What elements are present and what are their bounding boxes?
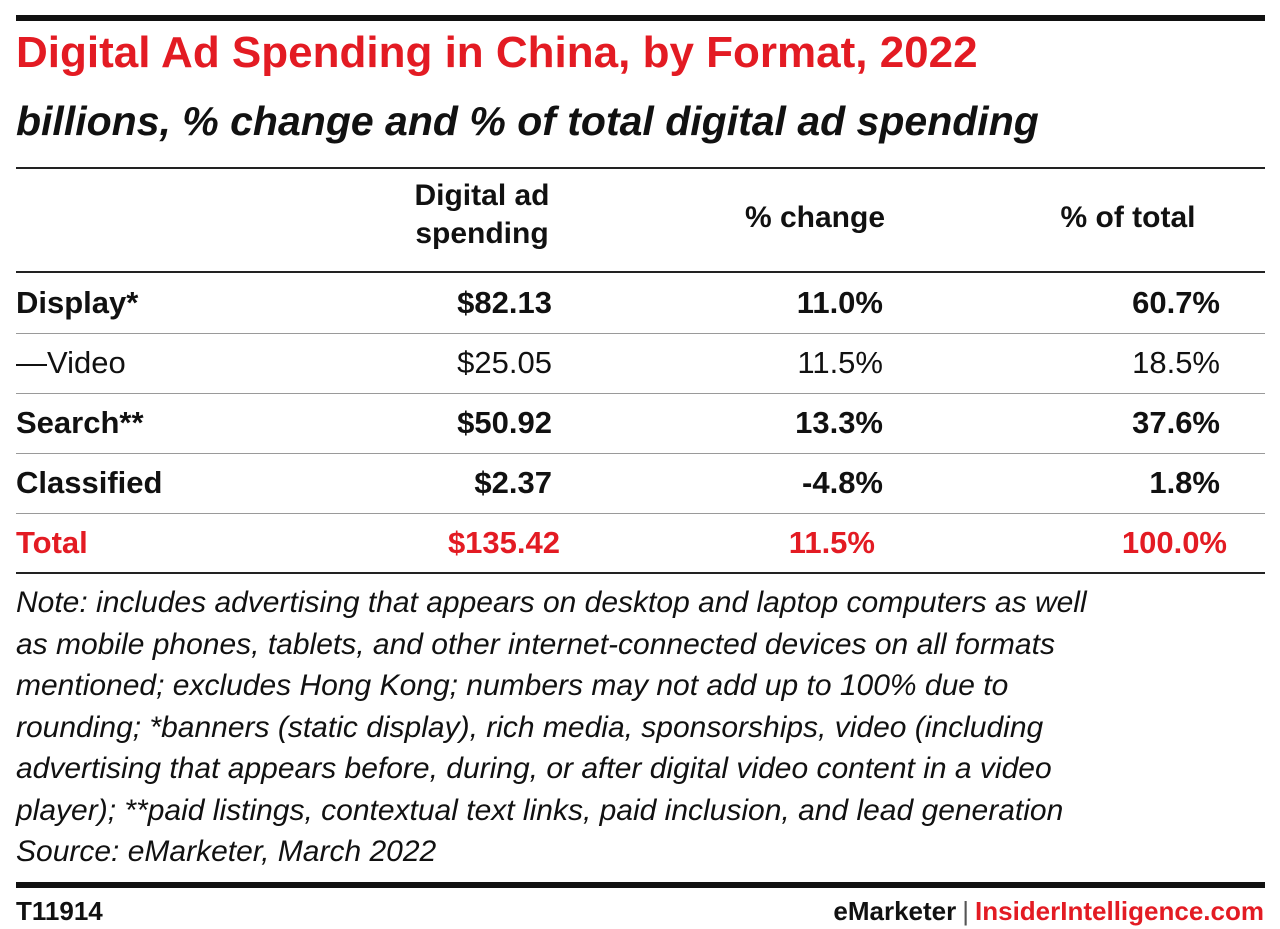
row-label: Total xyxy=(16,525,88,560)
footer-branding: eMarketer | InsiderIntelligence.com xyxy=(833,896,1264,927)
source-line: Source: eMarketer, March 2022 xyxy=(16,835,437,868)
change-value: -4.8% xyxy=(802,465,883,500)
spending-value: $2.37 xyxy=(474,465,552,500)
emarketer-logo-text: eMarketer xyxy=(833,896,957,926)
column-header-share: % of total xyxy=(1060,201,1196,234)
share-value: 1.8% xyxy=(1149,465,1220,500)
note-line: rounding; *banners (static display), ric… xyxy=(16,710,1044,744)
table-row: —Video $25.05 11.5% 18.5% xyxy=(0,333,1280,393)
footer-rule xyxy=(16,882,1265,888)
table-row: Search** $50.92 13.3% 37.6% xyxy=(0,393,1280,453)
note-line: Note: includes advertising that appears … xyxy=(16,586,1087,619)
share-value: 18.5% xyxy=(1132,345,1220,380)
table-row: Classified $2.37 -4.8% 1.8% xyxy=(0,453,1280,513)
row-label: Classified xyxy=(16,465,163,500)
row-divider xyxy=(16,393,1265,394)
spending-value: $82.13 xyxy=(457,285,552,320)
row-label: Display* xyxy=(16,285,139,320)
row-divider xyxy=(16,513,1265,514)
chart-subtitle: billions, % change and % of total digita… xyxy=(16,98,1039,144)
spending-value: $135.42 xyxy=(447,525,560,560)
row-label: Search** xyxy=(16,405,144,440)
share-value: 100.0% xyxy=(1121,525,1227,560)
footnote: Note: includes advertising that appears … xyxy=(16,582,1266,873)
note-line: mentioned; excludes Hong Kong; numbers m… xyxy=(16,669,1009,702)
header-bottom-divider xyxy=(16,271,1265,273)
note-line: as mobile phones, tablets, and other int… xyxy=(16,627,1055,661)
spending-value: $50.92 xyxy=(457,405,552,440)
change-value: 13.3% xyxy=(795,405,883,440)
brand-separator: | xyxy=(962,896,970,926)
share-value: 37.6% xyxy=(1132,405,1220,440)
top-rule xyxy=(16,15,1265,21)
note-line: advertising that appears before, during,… xyxy=(16,752,1052,785)
insider-intelligence-link[interactable]: InsiderIntelligence.com xyxy=(975,896,1264,926)
chart-id: T11914 xyxy=(16,896,103,926)
note-line: player); **paid listings, contextual tex… xyxy=(16,793,1064,827)
change-value: 11.5% xyxy=(797,345,883,380)
change-value: 11.0% xyxy=(796,285,883,320)
column-header-change: % change xyxy=(744,201,886,234)
header-top-divider xyxy=(16,167,1265,169)
row-divider xyxy=(16,453,1265,454)
chart-title: Digital Ad Spending in China, by Format,… xyxy=(16,28,978,77)
spending-value: $25.05 xyxy=(457,345,552,380)
table-row: Display* $82.13 11.0% 60.7% xyxy=(0,273,1280,333)
change-value: 11.5% xyxy=(788,525,875,560)
share-value: 60.7% xyxy=(1132,285,1220,320)
column-header-spending: Digital ad spending xyxy=(414,179,550,250)
row-divider xyxy=(16,333,1265,334)
total-row: Total $135.42 11.5% 100.0% xyxy=(0,513,1280,573)
table-bottom-divider xyxy=(16,572,1265,574)
row-label: —Video xyxy=(16,345,126,380)
